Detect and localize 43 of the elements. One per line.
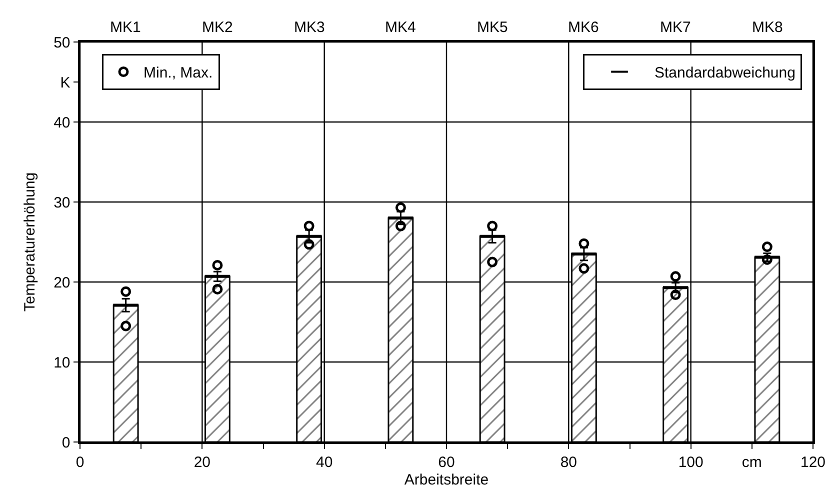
legend-label: Min., Max. <box>143 64 213 82</box>
point <box>670 271 681 282</box>
x-tick-label: 120 <box>800 454 826 471</box>
y-tick-label: 50 <box>54 34 70 52</box>
point <box>395 220 406 232</box>
y-tick-label: 0 <box>62 434 70 452</box>
text: MK2 <box>202 19 233 36</box>
x-tick-label: cm <box>742 454 762 471</box>
x-tick-label: 100 <box>678 454 704 471</box>
point <box>120 320 132 332</box>
x-tick-label: 20 <box>194 454 211 471</box>
text: MK8 <box>752 19 783 36</box>
text: MK6 <box>568 19 599 36</box>
y-tick-label: 20 <box>54 274 70 292</box>
text: MK1 <box>110 19 141 36</box>
y-tick-label: 30 <box>54 194 70 212</box>
point <box>578 263 590 274</box>
x-tick-label: 0 <box>76 454 84 471</box>
point <box>395 202 406 213</box>
x-tick-label: 40 <box>316 454 333 471</box>
point <box>487 256 498 268</box>
text: MK7 <box>660 19 691 36</box>
text: MK3 <box>294 19 325 36</box>
text: MK5 <box>477 19 508 36</box>
text: MK4 <box>385 19 416 36</box>
point <box>212 284 223 294</box>
point <box>304 239 314 250</box>
legend-label: Standardabweichung <box>654 64 796 82</box>
point <box>762 254 772 265</box>
point <box>212 260 223 270</box>
y-tick-label: 40 <box>54 114 70 132</box>
point <box>120 286 132 297</box>
x-tick-label: 60 <box>438 454 455 471</box>
y-axis-title: Temperaturerhöhung <box>21 172 38 312</box>
point <box>578 238 590 249</box>
x-tick-label: 80 <box>560 454 578 471</box>
point <box>487 220 498 232</box>
point <box>304 220 314 232</box>
y-tick-label: 10 <box>54 354 70 372</box>
y-tick-label: K <box>60 74 70 92</box>
point <box>670 290 681 300</box>
point <box>762 242 772 252</box>
x-axis-title: Arbeitsbreite <box>404 471 489 488</box>
